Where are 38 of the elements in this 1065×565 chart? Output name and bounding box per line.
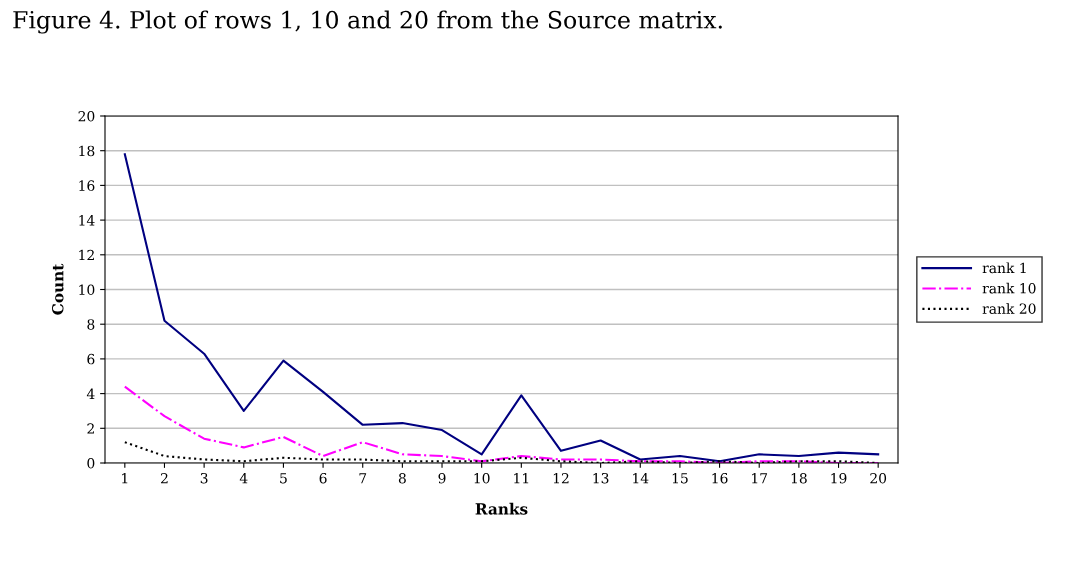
x-tick-label: 6 (319, 472, 327, 484)
y-tick-label: 20 (78, 110, 95, 122)
x-tick-label: 20 (870, 472, 887, 484)
x-tick-label: 9 (438, 472, 446, 484)
chart-title: Figure 4. Plot of rows 1, 10 and 20 from the Source matrix. (13, 10, 722, 34)
y-tick-label: 8 (87, 319, 95, 330)
x-tick-label: 5 (280, 473, 287, 484)
y-tick-label: 12 (79, 249, 94, 261)
legend-label: rank 20 (982, 303, 1036, 314)
y-tick-label: 0 (87, 457, 95, 469)
legend-label: rank 10 (982, 282, 1036, 294)
x-tick-label: 11 (514, 472, 529, 484)
x-tick-label: 18 (791, 472, 807, 484)
x-axis-title: Ranks (475, 502, 528, 515)
x-tick-label: 7 (359, 473, 367, 484)
x-tick-label: 4 (239, 472, 248, 484)
y-axis-title: Count (51, 263, 64, 315)
y-tick-label: 6 (87, 353, 95, 365)
x-tick-label: 2 (161, 472, 168, 484)
y-tick-label: 4 (86, 388, 95, 399)
line-series (123, 153, 880, 463)
legend-label: rank 1 (982, 262, 1026, 274)
x-tick-label: 1 (122, 472, 128, 484)
x-tick-label: 17 (752, 472, 768, 484)
y-tick-label: 16 (79, 180, 95, 191)
y-tick-label: 10 (79, 284, 95, 295)
x-tick-label: 10 (474, 472, 490, 484)
x-tick-label: 19 (831, 472, 847, 484)
x-tick-label: 3 (200, 472, 208, 484)
x-tick-label: 12 (553, 472, 569, 484)
y-tick-label: 14 (79, 215, 95, 226)
x-tick-label: 14 (633, 472, 649, 484)
y-tick-label: 18 (79, 145, 95, 157)
x-tick-label: 13 (593, 472, 609, 484)
x-tick-label: 15 (672, 472, 688, 484)
x-tick-label: 16 (712, 472, 728, 484)
x-tick-label: 8 (398, 472, 406, 484)
y-tick-label: 2 (87, 423, 94, 434)
